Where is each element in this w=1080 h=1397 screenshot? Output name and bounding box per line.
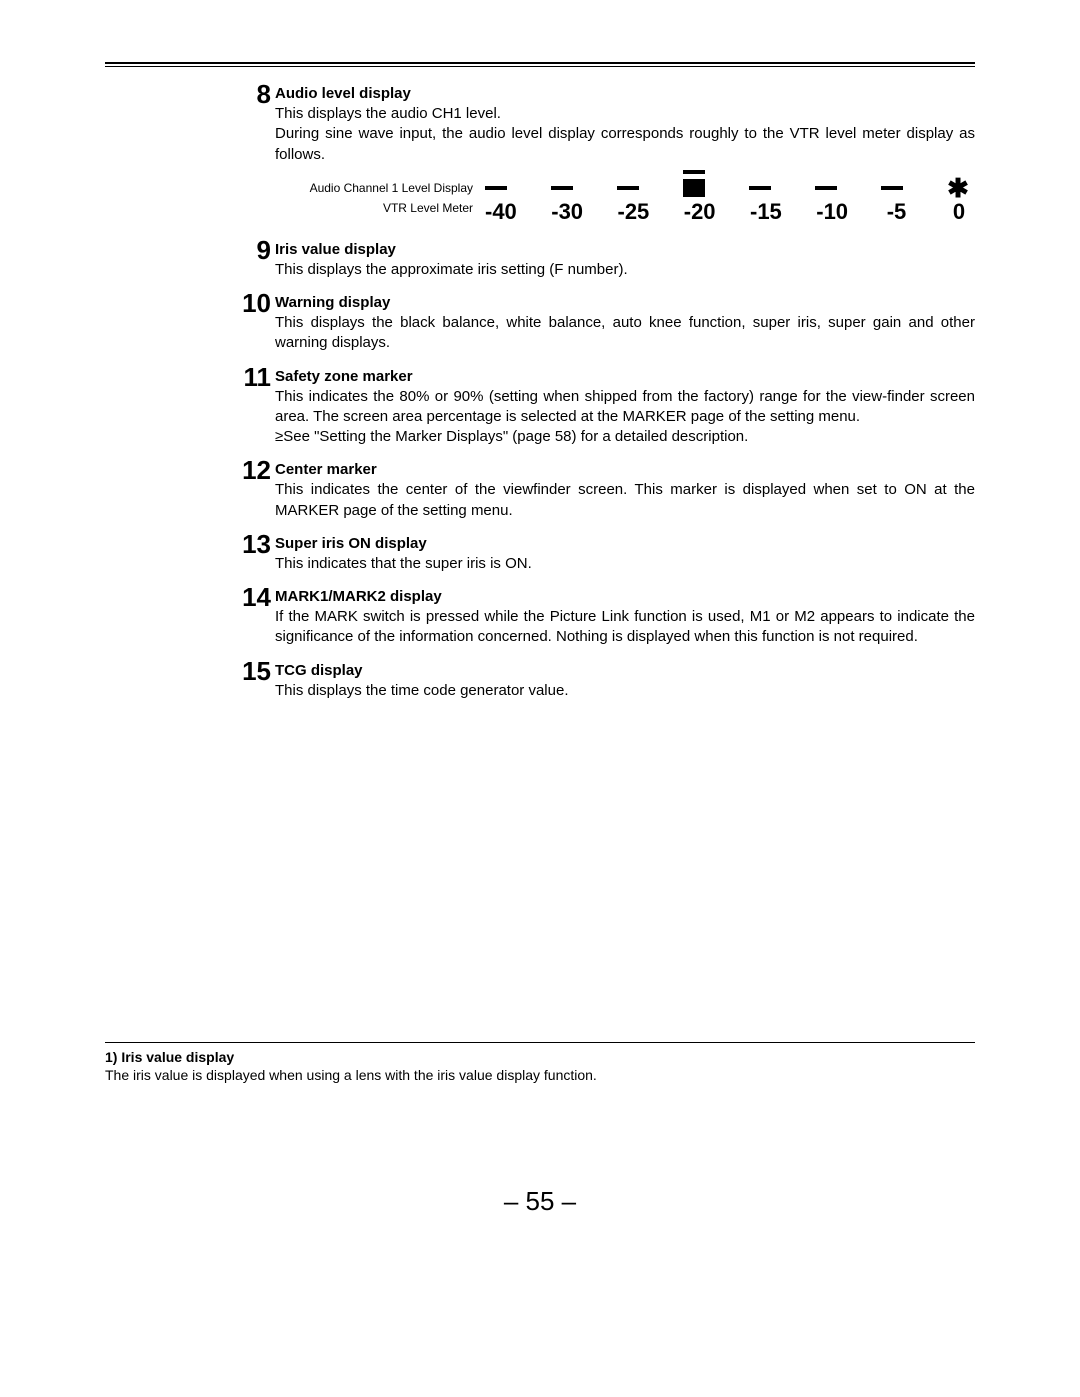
footnote-body: The iris value is displayed when using a… <box>105 1067 975 1083</box>
meter-scale-value: -40 <box>485 199 517 225</box>
meter-scale-value: -20 <box>684 199 716 225</box>
meter-scale-value: -15 <box>750 199 782 225</box>
item-11: 11 Safety zone marker This indicates the… <box>275 368 975 448</box>
meter-scale-value: -30 <box>551 199 583 225</box>
item-number: 11 <box>241 362 271 393</box>
meter-dash <box>485 186 507 190</box>
meter-dash <box>617 186 639 190</box>
item-title: Safety zone marker <box>275 368 975 385</box>
item-body: This indicates that the super iris is ON… <box>275 554 975 574</box>
item-10: 10 Warning display This displays the bla… <box>275 294 975 354</box>
item-title: Warning display <box>275 294 975 311</box>
level-label-1: Audio Channel 1 Level Display <box>275 181 473 195</box>
item-8: 8 Audio level display This displays the … <box>275 85 975 225</box>
page-number: – 55 – <box>0 1186 1080 1217</box>
item-title: Audio level display <box>275 85 975 102</box>
item-body: This displays the time code generator va… <box>275 681 975 701</box>
top-rule-thick <box>105 62 975 64</box>
item-title: TCG display <box>275 662 975 679</box>
item-number: 13 <box>241 529 271 560</box>
meter-scale-value: -5 <box>883 199 911 225</box>
item-number: 10 <box>241 288 271 319</box>
item-13: 13 Super iris ON display This indicates … <box>275 535 975 574</box>
item-body: This displays the approximate iris setti… <box>275 260 975 280</box>
level-meter: ✱ -40 -30 -25 -20 -15 -10 -5 0 <box>485 179 975 225</box>
meter-scale: -40 -30 -25 -20 -15 -10 -5 0 <box>485 199 975 225</box>
level-meter-display: Audio Channel 1 Level Display VTR Level … <box>275 179 975 225</box>
item-number: 14 <box>241 582 271 613</box>
item-15: 15 TCG display This displays the time co… <box>275 662 975 701</box>
meter-star-icon: ✱ <box>947 181 969 195</box>
footnote: 1) Iris value display The iris value is … <box>105 1042 975 1083</box>
item-title: Iris value display <box>275 241 975 258</box>
item-9: 9 Iris value display This displays the a… <box>275 241 975 280</box>
item-14: 14 MARK1/MARK2 display If the MARK switc… <box>275 588 975 648</box>
meter-dash <box>749 186 771 190</box>
item-title: Super iris ON display <box>275 535 975 552</box>
level-labels: Audio Channel 1 Level Display VTR Level … <box>275 179 485 215</box>
item-number: 15 <box>241 656 271 687</box>
item-body: This displays the black balance, white b… <box>275 313 975 354</box>
items-list: 8 Audio level display This displays the … <box>105 85 975 701</box>
item-number: 8 <box>241 79 271 110</box>
meter-dash <box>881 186 903 190</box>
item-body: This displays the audio CH1 level. Durin… <box>275 104 975 165</box>
item-title: MARK1/MARK2 display <box>275 588 975 605</box>
item-number: 9 <box>241 235 271 266</box>
item-12: 12 Center marker This indicates the cent… <box>275 461 975 521</box>
item-title: Center marker <box>275 461 975 478</box>
item-body: This indicates the 80% or 90% (setting w… <box>275 387 975 448</box>
meter-dash-big <box>683 179 705 197</box>
meter-dash <box>551 186 573 190</box>
item-body: If the MARK switch is pressed while the … <box>275 607 975 648</box>
level-label-2: VTR Level Meter <box>275 201 473 215</box>
meter-dash <box>815 186 837 190</box>
footnote-title: 1) Iris value display <box>105 1049 975 1065</box>
meter-scale-value: -25 <box>618 199 650 225</box>
item-body: This indicates the center of the viewfin… <box>275 480 975 521</box>
top-rule-thin <box>105 66 975 67</box>
item-number: 12 <box>241 455 271 486</box>
meter-scale-value: -10 <box>816 199 848 225</box>
meter-dashes: ✱ <box>485 179 975 197</box>
meter-scale-value: 0 <box>945 199 973 225</box>
footnote-rule <box>105 1042 975 1043</box>
